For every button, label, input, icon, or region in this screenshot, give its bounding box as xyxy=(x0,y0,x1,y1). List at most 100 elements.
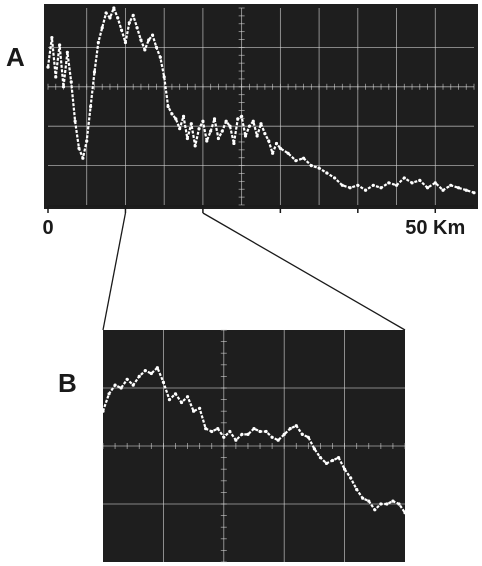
b-data-point xyxy=(167,398,172,402)
a-data-point xyxy=(197,127,201,131)
b-data-point xyxy=(282,432,286,436)
a-data-point xyxy=(294,159,298,163)
b-data-point xyxy=(119,386,123,390)
b-data-point xyxy=(222,435,226,439)
a-data-point xyxy=(209,129,213,133)
b-data-point xyxy=(216,427,220,431)
b-data-point xyxy=(300,432,304,436)
a-data-point xyxy=(371,183,375,187)
b-data-point xyxy=(143,369,147,373)
a-data-point xyxy=(433,181,437,185)
b-data-point xyxy=(330,458,335,463)
b-data-point xyxy=(246,432,250,436)
b-data-point xyxy=(252,427,256,431)
b-data-point xyxy=(131,383,135,387)
a-data-point xyxy=(394,183,399,187)
b-data-point xyxy=(173,392,178,396)
b-data-point xyxy=(391,499,395,503)
a-data-point xyxy=(251,119,255,123)
a-data-point xyxy=(228,124,232,128)
a-data-point xyxy=(387,181,391,185)
a-data-point xyxy=(46,65,50,69)
b-data-point xyxy=(294,424,298,428)
b-data-point xyxy=(258,429,262,434)
b-data-point xyxy=(234,438,238,442)
b-data-point xyxy=(198,406,202,410)
a-data-point xyxy=(267,139,271,143)
panel-a-screen xyxy=(44,4,478,209)
b-data-point xyxy=(361,496,365,500)
a-data-point xyxy=(181,114,186,118)
a-data-point xyxy=(278,146,282,150)
panel-a-trace xyxy=(46,6,476,195)
a-data-point xyxy=(61,85,66,89)
a-data-point xyxy=(108,16,112,20)
a-data-point xyxy=(240,114,244,118)
a-data-point xyxy=(379,186,383,190)
a-data-point xyxy=(131,13,135,17)
a-data-point xyxy=(154,45,159,50)
b-data-point xyxy=(137,374,141,378)
a-data-point xyxy=(166,104,170,109)
a-data-point xyxy=(236,117,240,121)
a-data-point xyxy=(418,178,422,182)
x-tick-label: 50 Km xyxy=(405,217,465,239)
a-data-point xyxy=(425,186,430,190)
a-data-point xyxy=(309,164,313,168)
a-data-point xyxy=(449,183,453,187)
b-data-point xyxy=(336,456,341,460)
panel-b-grid xyxy=(102,329,406,563)
panel-a-label: A xyxy=(6,42,25,72)
a-data-point xyxy=(456,186,461,190)
b-data-point xyxy=(385,502,389,506)
a-data-point xyxy=(286,151,290,155)
a-data-point xyxy=(464,188,468,192)
b-data-point xyxy=(270,435,274,439)
a-data-point xyxy=(174,117,178,121)
a-data-point xyxy=(317,166,321,170)
b-data-point xyxy=(149,371,153,376)
a-data-point xyxy=(232,141,236,146)
b-data-point xyxy=(373,508,377,512)
a-data-point xyxy=(302,156,306,160)
a-data-point xyxy=(119,28,124,32)
zoom-line-right xyxy=(202,212,406,331)
a-data-point xyxy=(224,119,228,123)
a-data-point xyxy=(193,144,197,148)
a-data-point xyxy=(185,136,190,141)
panel-a-oscilloscope: 0 50 Km xyxy=(42,4,478,239)
a-data-point xyxy=(325,171,329,175)
a-data-point xyxy=(356,183,360,187)
panel-b-oscilloscope xyxy=(101,329,407,563)
x-tick-label: 0 xyxy=(42,217,53,239)
a-data-point xyxy=(255,134,259,138)
a-data-point xyxy=(402,176,406,180)
a-data-point xyxy=(205,139,209,143)
b-data-point xyxy=(379,502,383,506)
b-data-point xyxy=(349,476,353,480)
a-data-point xyxy=(127,21,131,25)
a-data-point xyxy=(220,129,224,133)
b-data-point xyxy=(210,429,214,434)
a-data-point xyxy=(259,122,263,126)
a-data-point xyxy=(104,11,108,15)
b-series-line xyxy=(101,366,406,514)
a-data-point xyxy=(100,26,104,30)
zoom-line-left xyxy=(102,212,127,331)
b-data-point xyxy=(397,502,401,506)
b-data-point xyxy=(343,467,347,471)
a-data-point xyxy=(243,134,248,138)
a-data-point xyxy=(112,6,116,10)
a-data-point xyxy=(410,181,414,185)
a-data-point xyxy=(123,40,128,45)
a-data-point xyxy=(274,141,279,146)
a-data-point xyxy=(92,70,97,74)
a-data-point xyxy=(81,156,85,160)
a-data-point xyxy=(201,119,205,123)
panel-a-x-axis: 0 50 Km xyxy=(42,205,474,239)
b-data-point xyxy=(228,429,232,434)
zoom-connector xyxy=(102,212,406,331)
b-data-point xyxy=(306,435,310,439)
panel-b-label: B xyxy=(58,368,77,398)
b-data-point xyxy=(192,409,196,413)
